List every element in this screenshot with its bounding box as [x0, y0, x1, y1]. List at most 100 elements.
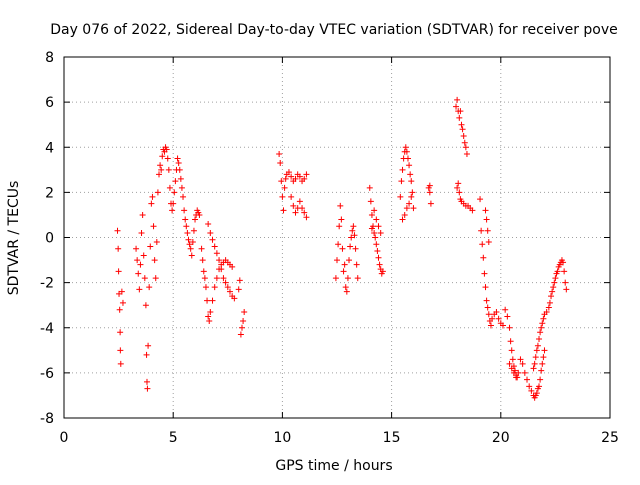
data-point	[280, 207, 287, 214]
data-point	[288, 193, 295, 200]
x-tick-label: 5	[169, 430, 178, 446]
data-point	[550, 284, 557, 291]
y-tick-label: -6	[40, 366, 54, 382]
data-point	[402, 144, 409, 151]
data-point	[545, 304, 552, 311]
data-point	[149, 193, 156, 200]
data-point	[207, 229, 214, 236]
data-point	[455, 180, 462, 187]
data-point	[483, 297, 490, 304]
data-point	[141, 275, 148, 282]
data-point	[513, 374, 520, 381]
data-point	[536, 383, 543, 390]
data-point	[403, 148, 410, 155]
y-tick-label: 6	[45, 95, 54, 111]
data-point	[213, 250, 220, 257]
data-point	[481, 270, 488, 277]
y-tick-label: 4	[45, 140, 54, 156]
data-point	[482, 284, 489, 291]
data-point	[172, 178, 179, 185]
data-point	[204, 297, 211, 304]
data-point	[188, 252, 195, 259]
data-point	[540, 354, 547, 361]
data-point	[303, 171, 310, 178]
data-point	[277, 160, 284, 167]
data-point	[541, 347, 548, 354]
data-point	[536, 336, 543, 343]
x-tick-label: 20	[492, 430, 510, 446]
data-point	[216, 257, 223, 264]
data-point	[366, 184, 373, 191]
data-point	[184, 229, 191, 236]
data-point	[332, 275, 339, 282]
data-point	[240, 317, 247, 324]
chart-title: Day 076 of 2022, Sidereal Day-to-day VTE…	[50, 22, 618, 38]
data-point	[279, 193, 286, 200]
x-tick-label: 0	[60, 430, 69, 446]
data-point	[377, 229, 384, 236]
data-point	[180, 193, 187, 200]
data-point	[485, 239, 492, 246]
data-point	[205, 313, 212, 320]
data-point	[190, 227, 197, 234]
data-point	[207, 308, 214, 315]
data-point	[508, 347, 515, 354]
data-point	[458, 121, 465, 128]
data-point	[337, 202, 344, 209]
data-point	[426, 182, 433, 189]
data-point	[200, 268, 207, 275]
data-point	[406, 200, 413, 207]
data-point	[276, 151, 283, 158]
data-point	[183, 223, 190, 230]
data-point	[139, 211, 146, 218]
data-point	[145, 342, 152, 349]
data-point	[517, 356, 524, 363]
data-point	[543, 308, 550, 315]
data-point	[117, 329, 124, 336]
y-tick-label: -2	[40, 276, 54, 292]
data-point	[340, 268, 347, 275]
data-point	[410, 205, 417, 212]
data-point	[427, 200, 434, 207]
data-point	[189, 239, 196, 246]
data-point	[374, 248, 381, 255]
data-point	[237, 331, 244, 338]
data-point	[154, 189, 161, 196]
data-point	[146, 284, 153, 291]
data-point	[170, 200, 177, 207]
data-point	[238, 324, 245, 331]
data-points	[114, 96, 570, 401]
data-point	[397, 193, 404, 200]
data-point	[349, 227, 356, 234]
data-point	[534, 342, 541, 349]
data-point	[196, 211, 203, 218]
data-point	[186, 241, 193, 248]
data-point	[549, 288, 556, 295]
data-point	[235, 286, 242, 293]
data-point	[142, 302, 149, 309]
data-point	[135, 270, 142, 277]
data-point	[533, 347, 540, 354]
data-point	[404, 155, 411, 162]
data-point	[226, 288, 233, 295]
data-point	[352, 245, 359, 252]
y-tick-label: -8	[40, 411, 54, 427]
data-point	[114, 227, 121, 234]
data-point	[524, 376, 531, 383]
data-point	[379, 268, 386, 275]
data-point	[353, 261, 360, 268]
data-point	[209, 236, 216, 243]
data-point	[477, 196, 484, 203]
x-tick-label: 15	[383, 430, 401, 446]
data-point	[163, 146, 170, 153]
data-point	[115, 268, 122, 275]
data-point	[205, 220, 212, 227]
data-point	[174, 155, 181, 162]
data-point	[367, 198, 374, 205]
data-point	[510, 369, 517, 376]
data-point	[399, 166, 406, 173]
data-point	[159, 153, 166, 160]
data-point	[222, 279, 229, 286]
data-point	[220, 275, 227, 282]
data-point	[148, 200, 155, 207]
